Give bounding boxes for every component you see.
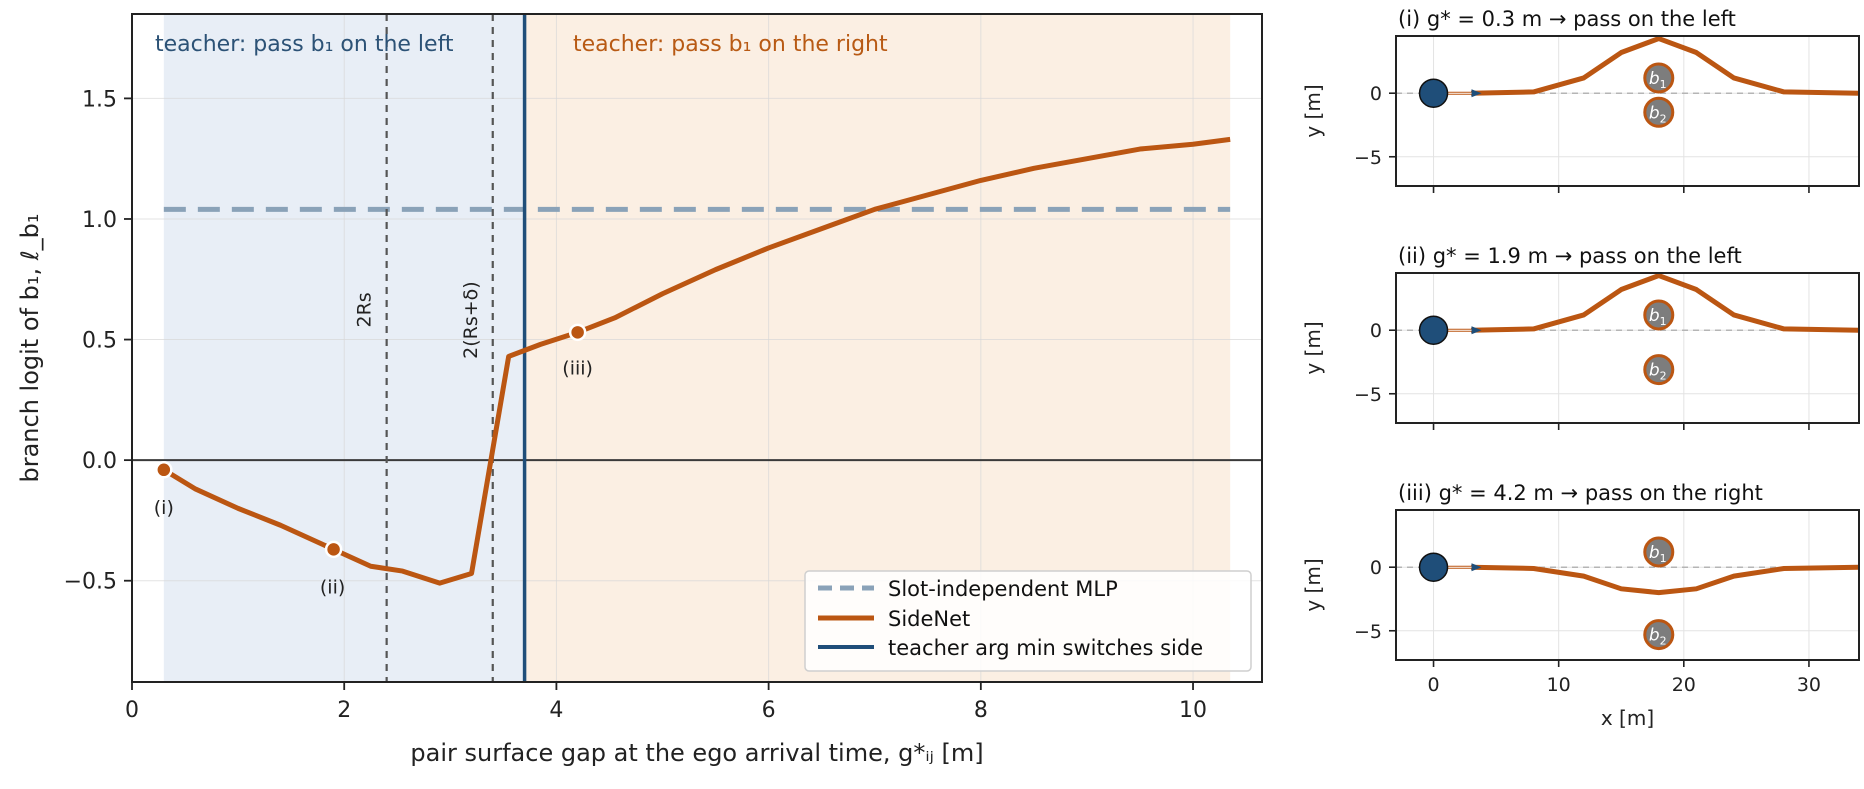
obstacle-b2 [1643,354,1675,386]
trajectory-line [1471,36,1860,96]
obstacle-b1 [1643,299,1675,331]
panel-y-tick-label: −5 [1354,621,1382,643]
x-tick-label: 2 [337,698,351,723]
panel-y-label-iii: y [m] [1301,558,1325,611]
marker-label-i: (i) [154,497,174,519]
ego-vehicle [1418,315,1449,345]
y-tick-label: 0.5 [82,329,117,354]
legend: Slot-independent MLP SideNet teacher arg… [804,570,1252,672]
panel-y-tick-label: 0 [1370,83,1382,105]
legend-label-sidenet: SideNet [888,607,970,631]
guide-2rsd-label: 2(Rs+δ) [460,281,482,359]
marker-point [568,323,587,342]
y-tick-label: 0.0 [82,449,117,474]
main-chart: 0 2 4 6 8 10 −0.5 0.0 0.5 1.0 1.5 teacher: pass b… [16,13,1263,767]
panel-y-tick-label: −5 [1354,384,1382,406]
panel-x-tick-label: 30 [1797,674,1821,696]
trajectory-line [1471,273,1860,333]
x-tick-label: 6 [762,698,776,723]
panel-iii: (iii) g* = 4.2 m → pass on the right y [… [1301,481,1860,730]
legend-label-mlp: Slot-independent MLP [888,577,1118,601]
marker-point [324,540,343,559]
arrow-head-icon [1471,563,1482,572]
panel-x-tick-label: 20 [1672,674,1696,696]
y-axis-label: branch logit of b₁, ℓ_b₁ [16,214,44,483]
panel-title-iii: (iii) g* = 4.2 m → pass on the right [1398,481,1763,505]
arrow-head-icon [1471,89,1482,98]
panel-frame [1395,272,1860,424]
y-tick-label: 1.5 [82,87,117,112]
marker-label-ii: (ii) [320,576,345,598]
region-left-label: teacher: pass b₁ on the left [155,32,454,57]
x-tick-label: 8 [974,698,988,723]
legend-label-teacher: teacher arg min switches side [888,636,1203,660]
marker-label-iii: (iii) [562,357,593,379]
region-right-label: teacher: pass b₁ on the right [573,32,888,57]
panel-y-tick-label: 0 [1370,557,1382,579]
x-axis-label: pair surface gap at the ego arrival time… [410,739,983,767]
obstacle-b2 [1643,619,1675,651]
panel-x-tick-label: 0 [1427,674,1439,696]
y-tick-label: −0.5 [64,570,117,595]
panel-y-label-ii: y [m] [1301,321,1325,374]
marker-point [155,461,173,479]
panel-title-i: (i) g* = 0.3 m → pass on the left [1398,7,1736,31]
panel-y-tick-label: 0 [1370,320,1382,342]
y-tick-label: 1.0 [82,208,117,233]
x-tick-label: 0 [125,698,139,723]
trajectory-line [1471,564,1860,596]
arrow-head-icon [1471,326,1482,335]
obstacle-b1 [1643,62,1675,94]
panel-x-tick-label: 10 [1547,674,1571,696]
panel-i: (i) g* = 0.3 m → pass on the left y [m] … [1301,7,1860,193]
legend-box [804,570,1252,672]
panel-title-ii: (ii) g* = 1.9 m → pass on the left [1398,244,1742,268]
panel-frame [1395,509,1860,661]
guide-2rs-label: 2Rs [354,292,376,327]
ego-vehicle [1418,552,1449,582]
obstacle-b2 [1643,96,1675,128]
panel-x-label: x [m] [1601,706,1654,730]
x-ticks: 0 2 4 6 8 10 [125,682,1207,723]
panel-frame [1395,35,1860,187]
x-tick-label: 10 [1179,698,1207,723]
y-ticks: −0.5 0.0 0.5 1.0 1.5 [64,87,132,595]
x-tick-label: 4 [549,698,563,723]
ego-vehicle [1418,78,1449,108]
panel-ii: (ii) g* = 1.9 m → pass on the left y [m]… [1301,244,1860,430]
panel-y-tick-label: −5 [1354,147,1382,169]
obstacle-b1 [1643,536,1675,568]
plot-frame [131,13,1263,683]
marked-points [155,323,587,559]
panel-y-label-i: y [m] [1301,84,1325,137]
